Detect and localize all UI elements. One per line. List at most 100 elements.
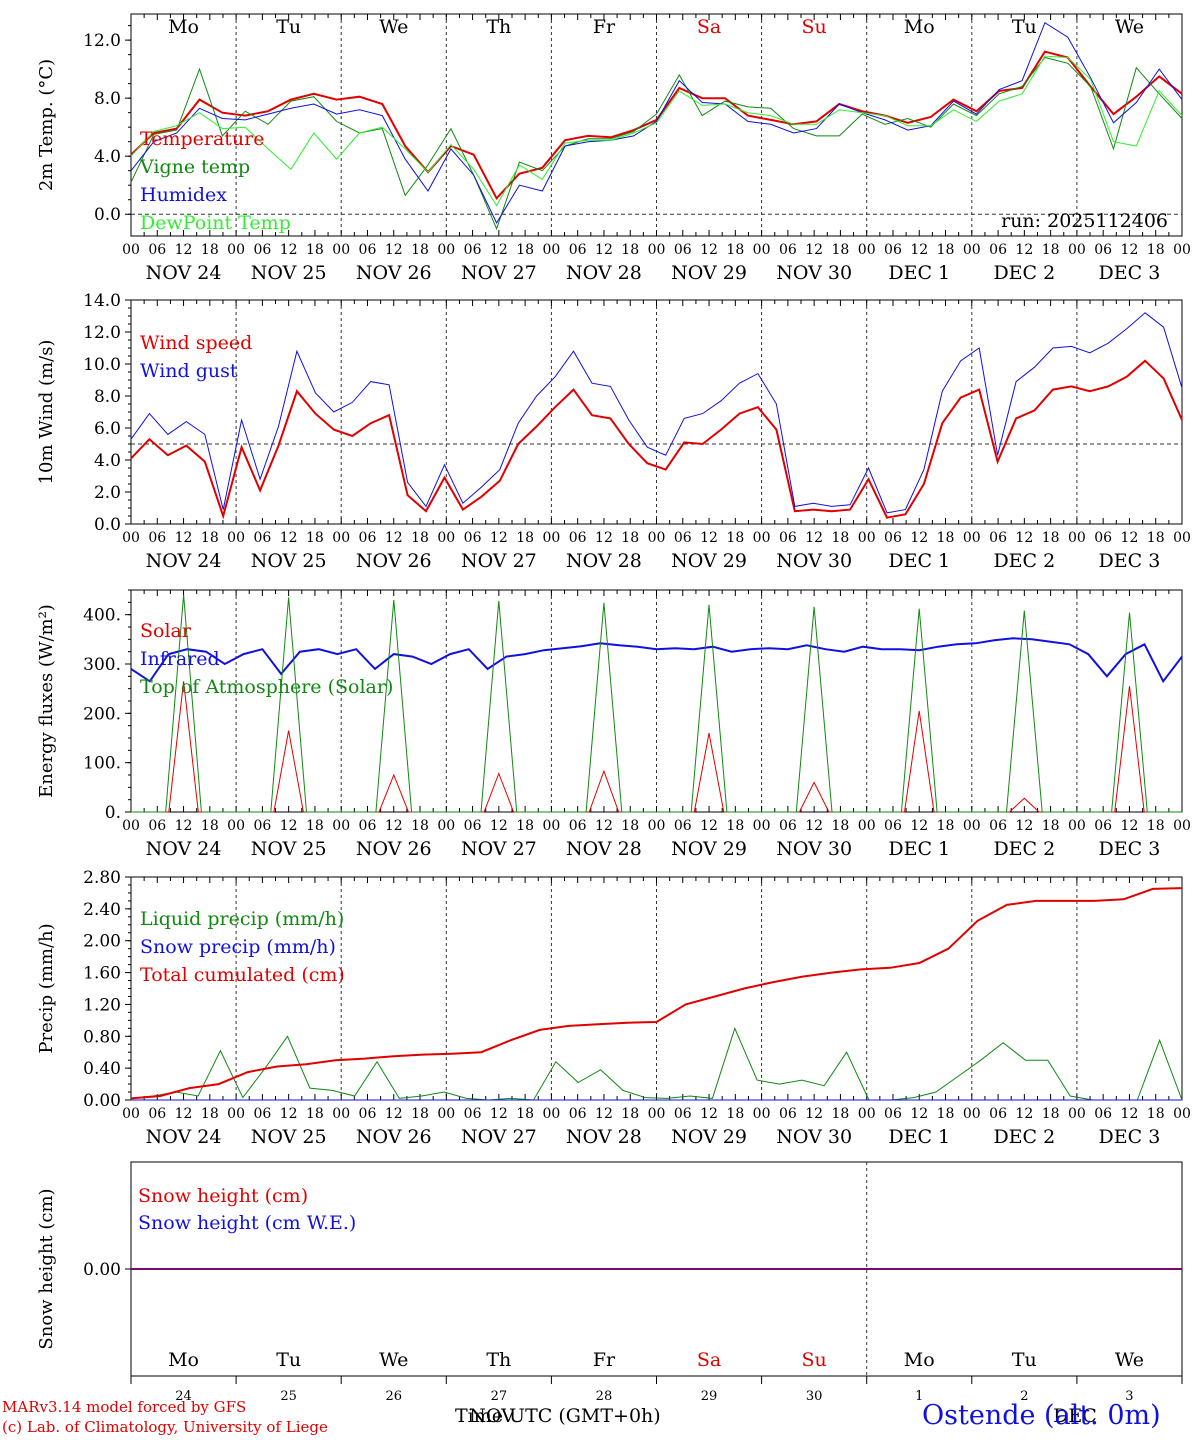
hour-label: 18 <box>621 242 639 258</box>
series-line-total-cumulated-cm- <box>130 887 1183 1100</box>
weekday-label: Su <box>802 1349 827 1371</box>
hour-label: 00 <box>437 242 455 258</box>
series-line-dewpoint-temp <box>130 55 1183 207</box>
hour-label: 18 <box>832 1106 850 1122</box>
hour-label: 12 <box>595 818 613 834</box>
hour-label: 06 <box>989 1106 1007 1122</box>
series-line-top-of-atmosphere-solar- <box>131 594 1182 813</box>
hour-label: 06 <box>569 1106 587 1122</box>
y-axis-label: Snow height (cm) <box>36 1188 57 1349</box>
hour-label: 18 <box>411 530 429 546</box>
weekday-label: Mo <box>168 16 199 38</box>
y-axis-label: Precip (mm/h) <box>36 923 57 1053</box>
date-label: NOV 26 <box>356 262 432 284</box>
hour-label: 06 <box>569 530 587 546</box>
y-axis-label: 10m Wind (m/s) <box>36 340 57 485</box>
hour-label: 06 <box>464 1106 482 1122</box>
hour-label: 18 <box>621 1106 639 1122</box>
weekday-label: Tu <box>276 16 301 38</box>
hour-label: 06 <box>779 1106 797 1122</box>
date-label: DEC 2 <box>993 262 1055 284</box>
hour-label: 12 <box>490 1106 508 1122</box>
hour-label: 00 <box>122 818 140 834</box>
date-label: DEC 1 <box>888 262 950 284</box>
date-label: NOV 29 <box>671 550 747 572</box>
date-label: NOV 24 <box>146 838 222 860</box>
hour-label: 06 <box>1094 1106 1112 1122</box>
y-tick-label: 4.0 <box>94 147 121 167</box>
hour-label: 00 <box>437 530 455 546</box>
date-label: NOV 24 <box>146 1126 222 1148</box>
hour-label: 18 <box>411 1106 429 1122</box>
date-label: DEC 3 <box>1099 262 1161 284</box>
hour-label: 06 <box>884 1106 902 1122</box>
hour-label: 00 <box>1068 530 1086 546</box>
hour-label: 06 <box>569 242 587 258</box>
weekday-label: Mo <box>904 1349 935 1371</box>
hour-label: 06 <box>1094 530 1112 546</box>
date-label: NOV 28 <box>566 550 642 572</box>
series-line-liquid-precip-mm-h- <box>130 1026 1183 1101</box>
day-number: 3 <box>1125 1389 1133 1404</box>
y-tick-label: 2.0 <box>94 483 121 503</box>
hour-label: 06 <box>253 818 271 834</box>
hour-label: 00 <box>122 530 140 546</box>
date-label: NOV 28 <box>566 262 642 284</box>
hour-label: 12 <box>805 1106 823 1122</box>
hour-label: 18 <box>726 530 744 546</box>
hour-label: 00 <box>437 818 455 834</box>
hour-label: 00 <box>858 818 876 834</box>
hour-label: 18 <box>832 530 850 546</box>
day-number: 30 <box>806 1389 823 1404</box>
hour-label: 00 <box>858 242 876 258</box>
hour-label: 00 <box>122 1106 140 1122</box>
date-label: DEC 2 <box>993 1126 1055 1148</box>
y-tick-label: 0.00 <box>83 1260 121 1280</box>
hour-label: 18 <box>937 242 955 258</box>
hour-label: 06 <box>779 242 797 258</box>
hour-label: 00 <box>332 530 350 546</box>
x-axis-title: Time UTC (GMT+0h) <box>455 1405 661 1427</box>
hour-label: 06 <box>989 530 1007 546</box>
hour-label: 12 <box>490 242 508 258</box>
hour-label: 18 <box>1147 242 1165 258</box>
weekday-label: Tu <box>276 1349 301 1371</box>
hour-label: 00 <box>542 1106 560 1122</box>
hour-label: 06 <box>884 818 902 834</box>
hour-label: 18 <box>306 1106 324 1122</box>
hour-label: 12 <box>910 530 928 546</box>
hour-label: 06 <box>359 818 377 834</box>
hour-label: 12 <box>1015 530 1033 546</box>
hour-label: 00 <box>753 1106 771 1122</box>
day-number: 26 <box>385 1389 402 1404</box>
y-tick-label: 0. <box>105 803 121 823</box>
hour-label: 00 <box>1173 530 1191 546</box>
hour-label: 18 <box>306 818 324 834</box>
hour-label: 12 <box>385 818 403 834</box>
hour-label: 06 <box>569 818 587 834</box>
date-label: NOV 29 <box>671 262 747 284</box>
date-label: NOV 30 <box>776 838 852 860</box>
hour-label: 06 <box>253 1106 271 1122</box>
hour-label: 06 <box>464 242 482 258</box>
credit-lab: (c) Lab. of Climatology, University of L… <box>2 1418 328 1436</box>
y-tick-label: 12.0 <box>83 323 121 343</box>
date-label: NOV 26 <box>356 550 432 572</box>
hour-label: 00 <box>1068 242 1086 258</box>
hour-label: 18 <box>306 242 324 258</box>
weekday-label: Fr <box>593 1349 616 1371</box>
date-label: NOV 30 <box>776 550 852 572</box>
date-label: NOV 25 <box>251 550 327 572</box>
hour-label: 18 <box>201 530 219 546</box>
hour-label: 12 <box>595 242 613 258</box>
hour-label: 18 <box>726 818 744 834</box>
hour-label: 12 <box>595 1106 613 1122</box>
hour-label: 00 <box>437 1106 455 1122</box>
hour-label: 00 <box>1173 242 1191 258</box>
hour-label: 12 <box>805 530 823 546</box>
hour-label: 18 <box>1042 1106 1060 1122</box>
hour-label: 18 <box>621 530 639 546</box>
y-tick-label: 200. <box>83 704 121 724</box>
hour-label: 12 <box>910 818 928 834</box>
hour-label: 06 <box>884 242 902 258</box>
